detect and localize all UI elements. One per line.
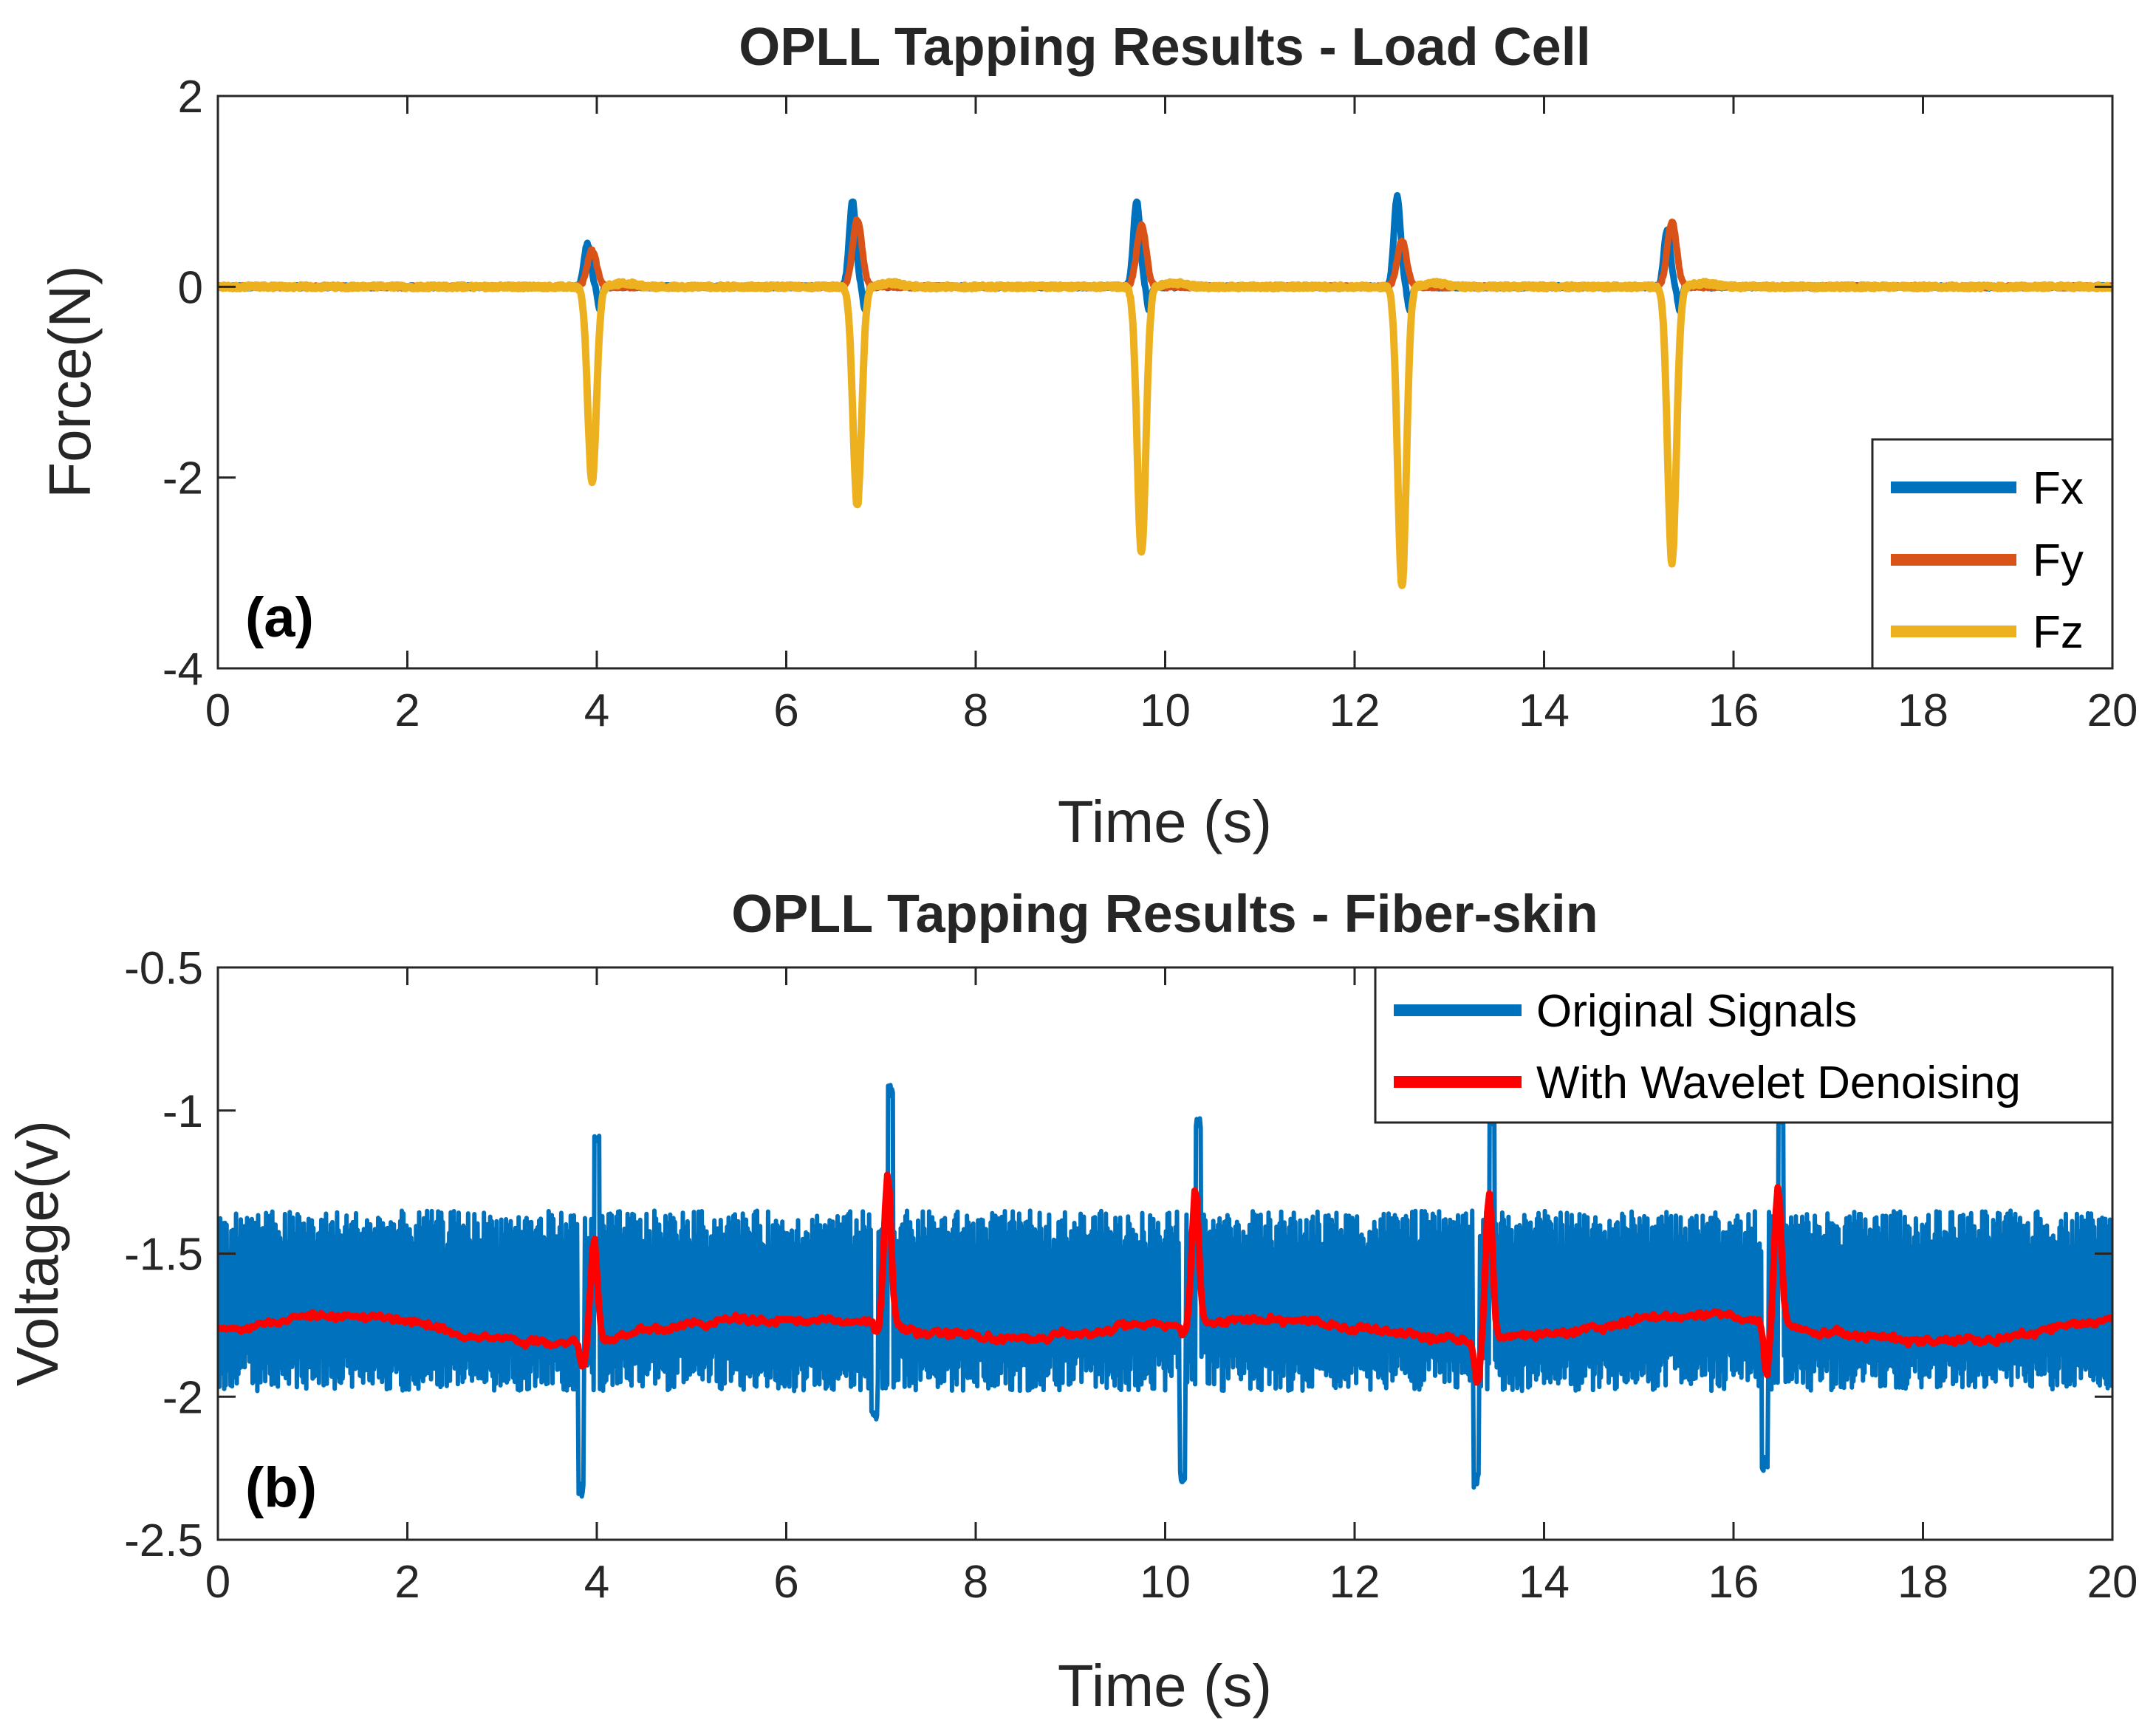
x-tick-label: 10	[1140, 685, 1191, 736]
x-axis-label-b: Time (s)	[1058, 1653, 1272, 1718]
x-tick-label: 6	[773, 685, 798, 736]
legend-label-denoised: With Wavelet Denoising	[1536, 1058, 2021, 1108]
x-tick-label: 14	[1519, 685, 1570, 736]
x-tick-label: 14	[1519, 1557, 1570, 1608]
chart-load-cell: 0 2 4 6 8 10 12 14 16 18 20 -4 -2 0 2 OPLL Tapping Res…	[37, 18, 2138, 854]
series-line-original	[218, 1083, 2112, 1499]
y-tick-label: -4	[162, 644, 203, 695]
y-tick-label: -1.5	[124, 1230, 203, 1281]
axes-frame-b	[216, 966, 2114, 1541]
y-tick-label: -1	[162, 1086, 203, 1137]
x-tick-label: 12	[1329, 1557, 1380, 1608]
chart-fiber-skin: 0 2 4 6 8 10 12 14 16 18 20 -2.5 -2 -1.5 -1 -0.5 OPLL T…	[4, 885, 2138, 1718]
legend-label-original: Original Signals	[1536, 986, 1857, 1037]
legend-b: Original Signals With Wavelet Denoising	[1374, 966, 2114, 1124]
chart-title-a: OPLL Tapping Results - Load Cell	[739, 18, 1590, 77]
x-tick-label: 18	[1897, 1557, 1948, 1608]
ticks-b: 0 2 4 6 8 10 12 14 16 18 20 -2.5 -2 -1.5 -1 -0.5	[124, 943, 2138, 1608]
x-tick-label: 0	[205, 1557, 230, 1608]
series-group-b	[218, 1083, 2112, 1499]
y-tick-label: 0	[178, 262, 203, 313]
x-tick-label: 18	[1897, 685, 1948, 736]
x-tick-label: 20	[2087, 685, 2138, 736]
legend-box-b	[1374, 966, 2114, 1124]
legend-label-fx: Fx	[2033, 463, 2084, 514]
legend-a: Fx Fy Fz	[1871, 438, 2114, 670]
y-axis-label-a: Force(N)	[37, 265, 103, 498]
x-tick-label: 16	[1708, 1557, 1759, 1608]
y-tick-label: -2.5	[124, 1515, 203, 1566]
y-tick-label: -2	[162, 1372, 203, 1423]
legend-label-fy: Fy	[2033, 535, 2084, 586]
series-line-denoised	[218, 1171, 2112, 1386]
x-tick-label: 8	[963, 685, 988, 736]
series-group-a	[218, 192, 2112, 589]
x-tick-label: 4	[584, 685, 609, 736]
x-tick-label: 0	[205, 685, 230, 736]
x-tick-label: 10	[1140, 1557, 1191, 1608]
legend-label-fz: Fz	[2033, 607, 2084, 658]
y-tick-label: 2	[178, 72, 203, 123]
y-tick-label: -0.5	[124, 943, 203, 994]
x-tick-label: 12	[1329, 685, 1380, 736]
x-tick-label: 2	[394, 685, 420, 736]
y-axis-label-b: Voltage(v)	[4, 1120, 70, 1386]
x-axis-label-a: Time (s)	[1058, 789, 1272, 854]
x-tick-label: 8	[963, 1557, 988, 1608]
x-tick-label: 20	[2087, 1557, 2138, 1608]
ticks-a: 0 2 4 6 8 10 12 14 16 18 20 -4 -2 0 2	[162, 72, 2138, 736]
chart-title-b: OPLL Tapping Results - Fiber-skin	[731, 885, 1598, 944]
x-tick-label: 16	[1708, 685, 1759, 736]
x-tick-label: 2	[394, 1557, 420, 1608]
panel-label-a: (a)	[245, 586, 314, 649]
series-line-fz	[218, 278, 2112, 589]
y-tick-label: -2	[162, 453, 203, 504]
x-tick-label: 4	[584, 1557, 609, 1608]
panel-label-b: (b)	[245, 1456, 317, 1519]
x-tick-label: 6	[773, 1557, 798, 1608]
plot-area-a	[218, 96, 2112, 668]
